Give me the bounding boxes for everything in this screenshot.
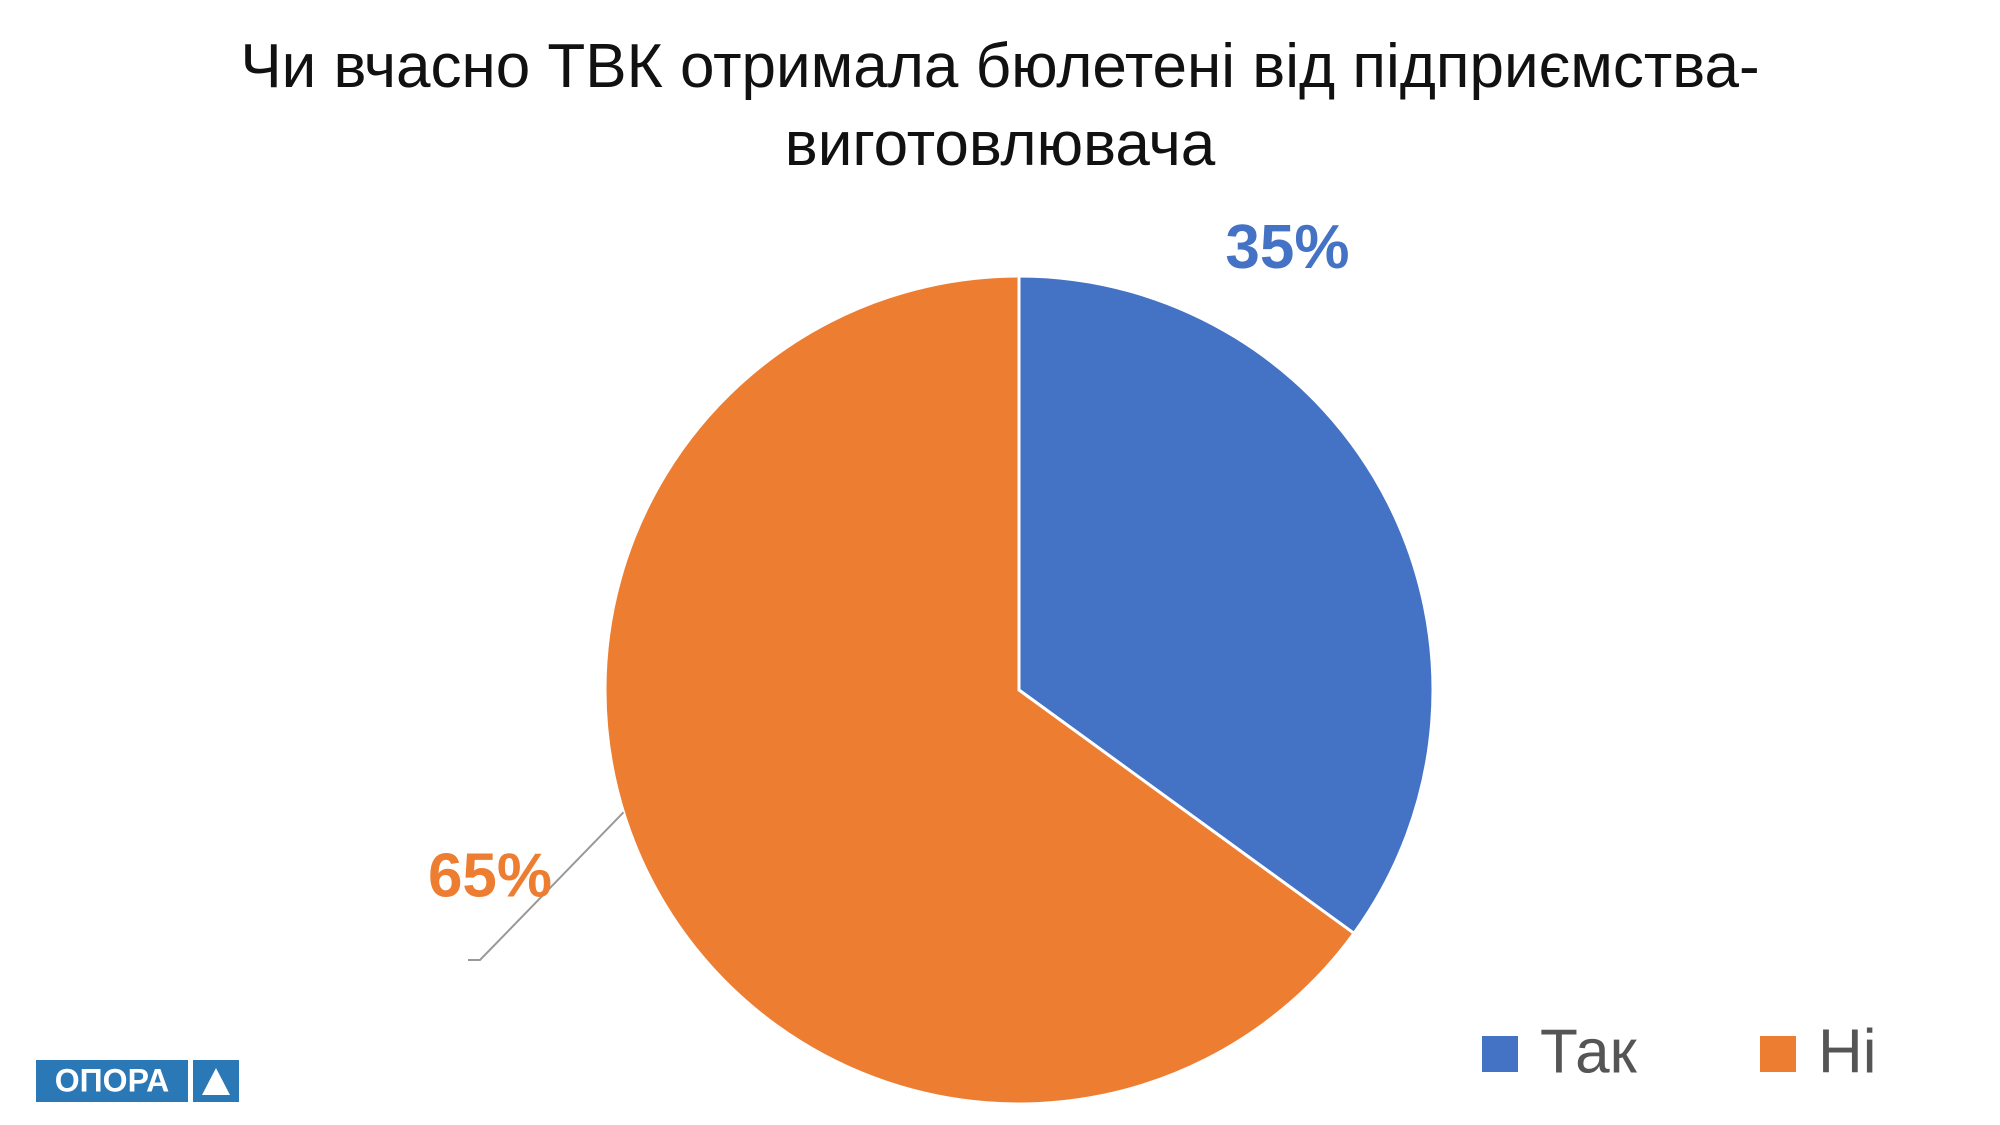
pie-slice [1017,274,1435,936]
logo: ОПОРА [36,1060,239,1102]
chart-title: Чи вчасно ТВК отримала бюлетені від підп… [240,32,1760,179]
logo-box [36,1060,188,1102]
legend-label: Ні [1818,1017,1877,1086]
data-label: 35% [1225,213,1349,282]
logo-text: ОПОРА [55,1062,169,1098]
data-label: 65% [428,841,552,910]
legend-label: Так [1540,1017,1638,1086]
legend-swatch [1760,1036,1796,1072]
pie-slice [603,274,1357,1106]
logo-triangle [202,1068,230,1095]
leader-line [468,811,625,961]
legend-swatch [1482,1036,1518,1072]
